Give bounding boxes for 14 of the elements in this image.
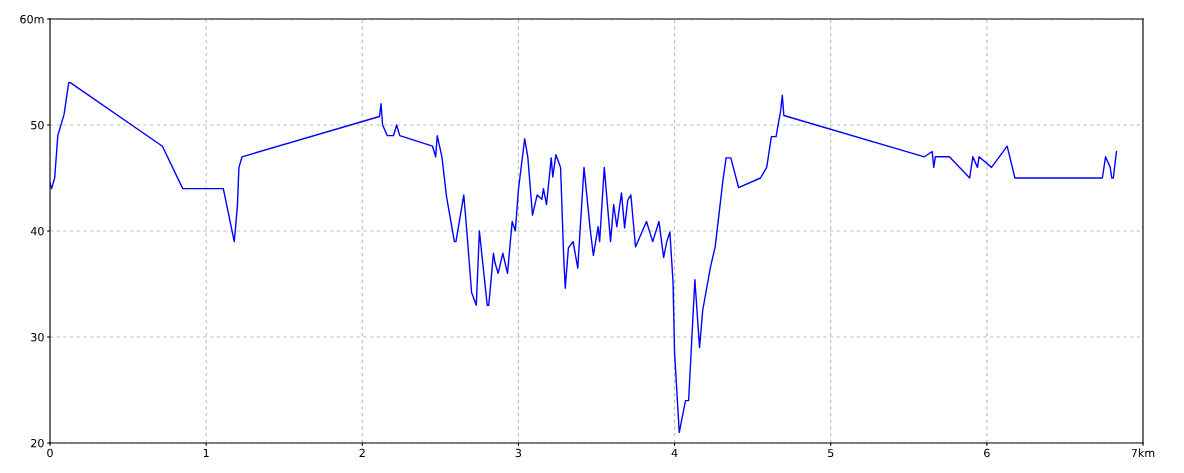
- x-tick-label: 0: [47, 448, 53, 458]
- y-tick-label: 40: [30, 226, 44, 236]
- y-tick-label: 20: [31, 438, 44, 448]
- x-tick-label: 3: [515, 448, 522, 458]
- x-tick-label: 5: [828, 448, 834, 458]
- y-tick-label: 60m: [20, 14, 44, 24]
- y-tick-label: 30: [31, 332, 44, 342]
- x-tick-label: 6: [984, 448, 990, 458]
- x-tick-label: 1: [203, 448, 209, 457]
- y-tick-label: 50: [31, 120, 44, 130]
- x-tick-label: 4: [671, 448, 678, 457]
- x-tick-label: 7km: [1131, 448, 1155, 457]
- x-tick-label: 2: [359, 448, 365, 457]
- line-series: [50, 81, 1118, 434]
